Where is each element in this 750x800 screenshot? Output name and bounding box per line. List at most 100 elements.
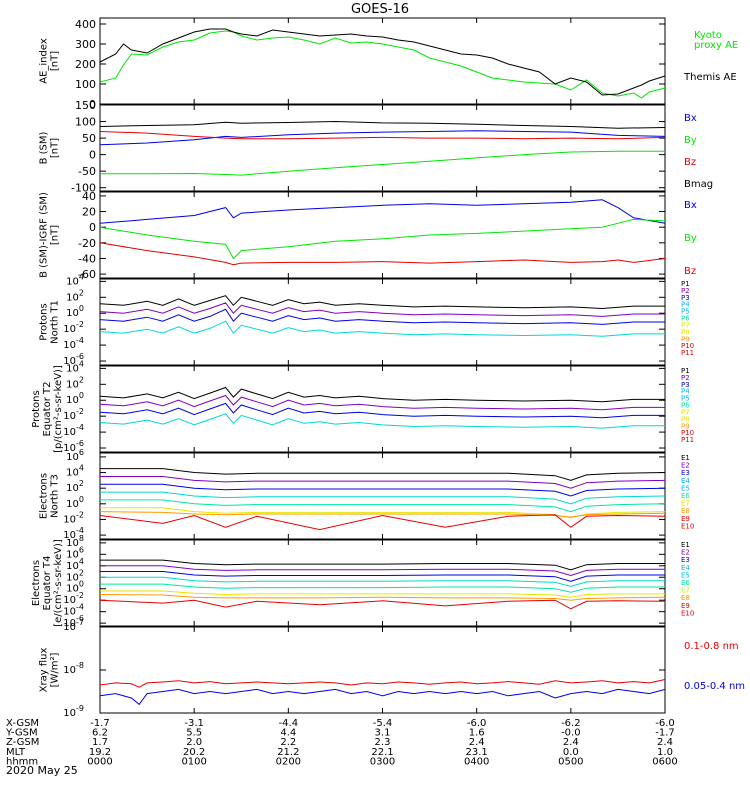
y-tick-exponent: 4 <box>79 359 84 368</box>
legend-label: E3 <box>681 556 690 564</box>
x-row-value: 0200 <box>276 756 301 767</box>
y-tick-exponent: 0 <box>79 580 84 589</box>
series-line-kyoto-proxy-ae <box>99 30 666 99</box>
y-tick-exponent: -7 <box>76 618 84 627</box>
y-tick-label: 10-2 <box>63 320 84 335</box>
x-row-value: 0300 <box>370 756 395 767</box>
y-tick-exponent: -8 <box>76 661 84 670</box>
y-tick-label: 300 <box>75 38 96 51</box>
legend-label: Bz <box>684 157 696 168</box>
series-line-p3 <box>99 308 665 325</box>
x-row-value: 0500 <box>558 756 583 767</box>
y-tick-label: 100 <box>66 495 84 510</box>
y-tick-exponent: 2 <box>79 375 84 384</box>
series-line-e3 <box>100 571 665 582</box>
legend-label: E2 <box>681 549 690 557</box>
y-tick-label: 102 <box>66 375 84 390</box>
panel-frame <box>99 626 666 714</box>
legend-label: E8 <box>681 594 690 602</box>
y-tick-label: 20 <box>82 206 96 219</box>
y-tick-exponent: -2 <box>76 510 84 519</box>
panel-frame <box>99 104 666 192</box>
legend-label: P1 <box>681 367 690 375</box>
series-line-themis-ae <box>99 28 666 96</box>
series-line-e1 <box>100 468 666 481</box>
y-axis-label: Protons <box>31 390 42 427</box>
x-row-value: -3.1 <box>184 718 204 729</box>
y-tick-label: -100 <box>71 182 96 195</box>
panel-frame <box>99 452 666 540</box>
legend-label: E5 <box>681 571 690 579</box>
series-line-e4 <box>100 576 665 587</box>
plot-title: GOES-16 <box>351 2 409 17</box>
x-row-value: 2.0 <box>186 737 202 748</box>
x-row-label: hhmm <box>6 756 38 767</box>
x-row-value: -6.0 <box>655 718 675 729</box>
y-tick-exponent: -6 <box>76 614 84 623</box>
y-tick-exponent: -9 <box>76 704 84 713</box>
legend-label: E3 <box>681 469 690 477</box>
panel-xray: 10-9 10-8 10-7 Xray flux [W/m²] 0.1-0.8 nm 0.0… <box>39 618 746 719</box>
x-row-value: 2.4 <box>657 737 673 748</box>
series-line-bmag <box>99 120 666 129</box>
legend-label: Bx <box>684 200 697 211</box>
y-tick-exponent: 6 <box>79 545 84 554</box>
y-tick-label: 100 <box>66 391 84 406</box>
y-tick-label: 106 <box>66 545 84 560</box>
y-tick-exponent: 2 <box>79 479 84 488</box>
y-tick-label: 10-6 <box>63 614 84 629</box>
legend-label: E6 <box>681 579 690 587</box>
y-tick-label: 200 <box>75 58 96 71</box>
y-axis-label: AE_index <box>39 38 50 84</box>
series-line-e4 <box>100 491 666 505</box>
series-line-0-1-0-8-nm <box>99 679 666 688</box>
legend-label: P1 <box>681 280 690 288</box>
x-row-value: 23.1 <box>466 747 488 758</box>
legend-label: P7 <box>681 408 690 416</box>
legend-label: P9 <box>681 422 690 430</box>
legend-label: P5 <box>681 395 690 403</box>
legend-label: Kyoto <box>694 30 722 41</box>
y-tick-exponent: 8 <box>79 534 84 543</box>
legend-label: E10 <box>681 522 694 530</box>
y-axis-label: B (SM) <box>39 131 50 164</box>
legend-label: proxy AE <box>694 40 738 51</box>
y-tick-label: 10-2 <box>63 407 84 422</box>
y-tick-label: 10-7 <box>63 618 84 633</box>
legend-label: E6 <box>681 492 690 500</box>
legend-label: P8 <box>681 415 690 423</box>
series-line-e6 <box>100 583 665 593</box>
panel-frame <box>99 17 666 105</box>
series-line-e2 <box>100 476 666 489</box>
legend-label: P11 <box>681 436 694 444</box>
y-tick-exponent: -4 <box>76 336 84 345</box>
legend-label: E10 <box>681 609 694 617</box>
series-line-e3 <box>100 483 666 497</box>
y-axis-label: Equator T2 <box>42 382 53 437</box>
x-row-label: Y-GSM <box>5 728 38 739</box>
y-tick-exponent: 6 <box>79 448 84 457</box>
legend-label: P11 <box>681 349 694 357</box>
series-line-e6 <box>100 499 666 513</box>
x-row-value: 0100 <box>181 756 206 767</box>
y-tick-exponent: -6 <box>76 352 84 361</box>
y-tick-label: 108 <box>66 534 84 549</box>
y-axis-label: [nT] <box>50 51 61 71</box>
date-label: 2020 May 25 <box>6 764 78 777</box>
panel-bigrf: -60 -40 -20 0 20 40 B (SM)-IGRF (SM) [nT] Bx By Bz <box>39 190 697 281</box>
y-tick-label: 0 <box>89 98 96 111</box>
legend-label: P10 <box>681 429 694 437</box>
x-row-value: -5.4 <box>373 718 393 729</box>
y-tick-label: 10-2 <box>63 510 84 525</box>
y-axis-label: Protons <box>39 303 50 340</box>
y-tick-label: 400 <box>75 18 96 31</box>
x-row-value: 1.0 <box>657 747 673 758</box>
y-tick-label: 50 <box>82 132 96 145</box>
legend-label: Bmag <box>684 179 713 190</box>
